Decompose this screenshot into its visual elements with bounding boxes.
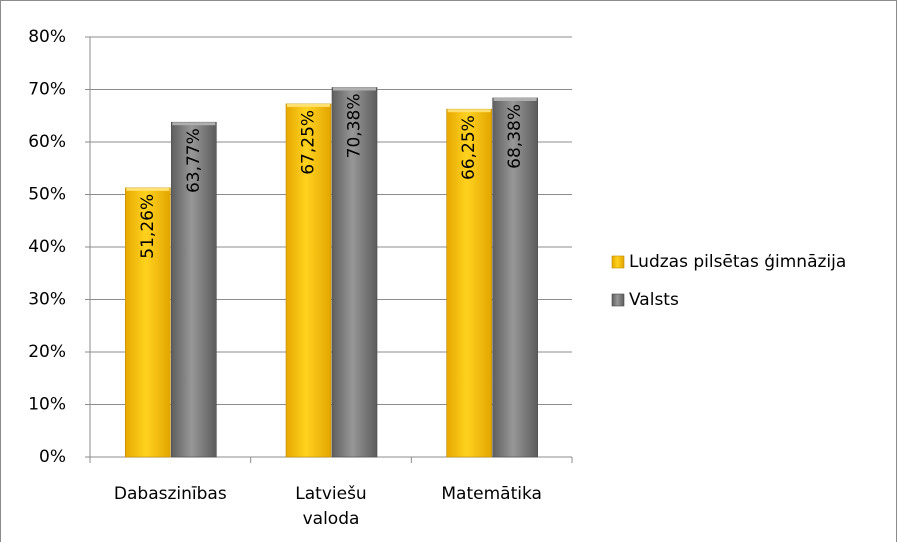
y-tick-label: 70%	[28, 80, 66, 100]
bar-top	[333, 87, 376, 91]
y-tick-label: 30%	[28, 290, 66, 310]
legend-swatch	[611, 255, 625, 269]
value-label: 51,26%	[138, 194, 158, 259]
y-tick-label: 80%	[28, 27, 66, 47]
value-label: 66,25%	[459, 115, 479, 180]
y-tick-label: 50%	[28, 185, 66, 205]
legend-label: Ludzas pilsētas ģimnāzija	[629, 252, 846, 272]
x-tick-label: Latviešu valoda	[295, 484, 366, 529]
value-label: 63,77%	[184, 128, 204, 193]
value-label: 68,38%	[505, 104, 525, 169]
y-tick-label: 40%	[28, 237, 66, 257]
bar-top	[287, 103, 330, 107]
bar	[331, 87, 378, 458]
y-tick-label: 60%	[28, 132, 66, 152]
y-tick-label: 20%	[28, 342, 66, 362]
bar-top	[493, 98, 537, 102]
bar-top	[447, 109, 491, 113]
bar-top	[126, 187, 170, 191]
x-tick-label: Matemātika	[441, 484, 542, 504]
value-label: 70,38%	[345, 94, 365, 159]
y-tick-label: 10%	[28, 395, 66, 415]
bar	[285, 103, 332, 458]
bar	[446, 108, 492, 458]
value-label: 67,25%	[299, 110, 319, 175]
bar-top	[172, 122, 216, 126]
x-tick-label: Dabaszinības	[114, 484, 227, 504]
legend-label: Valsts	[629, 290, 679, 310]
bar	[171, 121, 217, 458]
y-tick-label: 0%	[39, 447, 66, 467]
legend-swatch	[611, 293, 625, 307]
